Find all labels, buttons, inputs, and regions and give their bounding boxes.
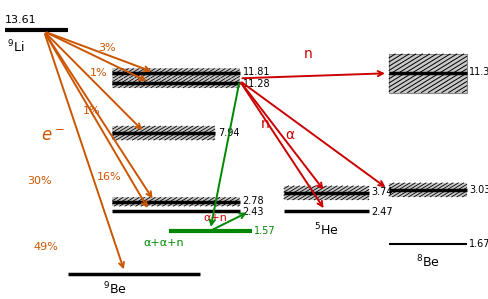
Bar — [112, 68, 239, 78]
Text: 1%: 1% — [83, 106, 101, 116]
Bar — [388, 183, 466, 197]
Text: 3%: 3% — [98, 43, 115, 53]
Text: $^9$Li: $^9$Li — [7, 39, 24, 56]
Text: 49%: 49% — [33, 242, 58, 252]
Text: 2.78: 2.78 — [242, 196, 264, 206]
Bar — [388, 54, 466, 93]
Text: 3.03: 3.03 — [468, 185, 488, 195]
Text: 16%: 16% — [97, 172, 121, 182]
Text: n: n — [261, 118, 269, 131]
Text: α+n: α+n — [203, 213, 226, 223]
Bar — [283, 186, 368, 200]
Text: 2.43: 2.43 — [242, 207, 264, 217]
Text: 2.47: 2.47 — [371, 207, 392, 217]
Text: α+α+n: α+α+n — [143, 238, 184, 248]
Text: $e^-$: $e^-$ — [41, 127, 64, 145]
Text: $^8$Be: $^8$Be — [415, 254, 439, 271]
Text: $^5$He: $^5$He — [313, 222, 338, 239]
Text: α: α — [285, 128, 293, 142]
Text: 1.67: 1.67 — [468, 239, 488, 249]
Bar — [112, 126, 215, 140]
Text: 1.57: 1.57 — [254, 226, 275, 236]
Text: 30%: 30% — [27, 176, 51, 186]
Text: 13.61: 13.61 — [5, 16, 37, 25]
Bar — [112, 78, 239, 88]
Text: 11.81: 11.81 — [242, 67, 269, 77]
Text: 7.94: 7.94 — [218, 128, 239, 138]
Text: 3.74: 3.74 — [371, 187, 392, 197]
Bar — [112, 197, 239, 206]
Text: n: n — [303, 47, 312, 61]
Text: 11.35: 11.35 — [468, 67, 488, 77]
Text: 1%: 1% — [89, 68, 107, 78]
Text: 11.28: 11.28 — [242, 79, 269, 89]
Text: $^9$Be: $^9$Be — [103, 281, 126, 298]
